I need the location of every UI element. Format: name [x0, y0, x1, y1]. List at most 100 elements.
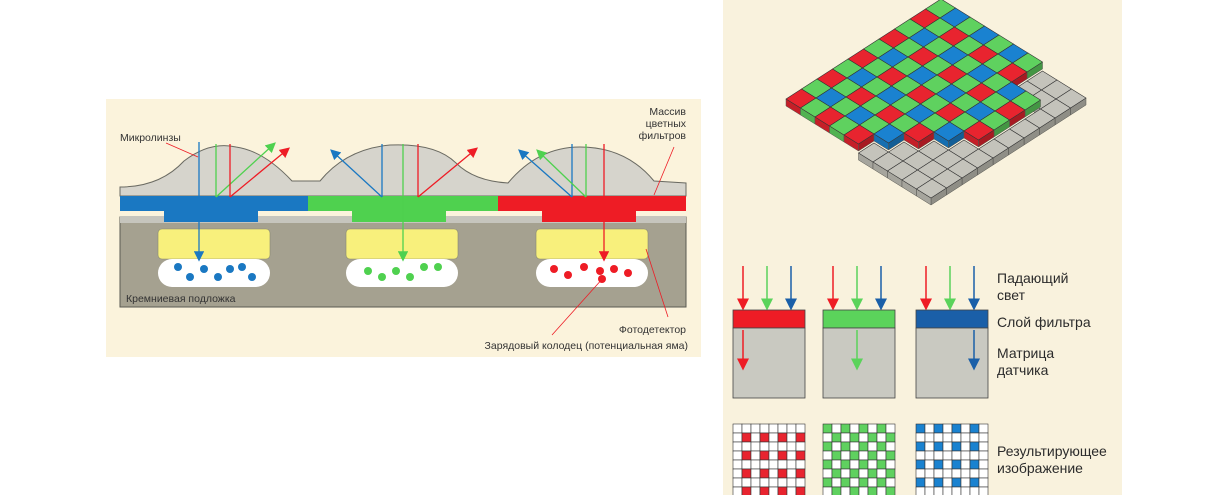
result-pixel [822, 477, 833, 488]
result-pixel [858, 468, 869, 479]
result-pixel [732, 450, 743, 461]
sensor-matrix-label-line1: Матрица [997, 345, 1054, 361]
charge-wells [158, 259, 648, 287]
result-pixel [915, 486, 926, 495]
result-pixel [849, 441, 860, 452]
result-pixel [750, 459, 761, 470]
result-pixel [933, 459, 944, 470]
result-pixel [885, 459, 896, 470]
resulting-image-label-line1: Результирующее [997, 443, 1107, 459]
light-rays-green-pixel [330, 144, 479, 262]
result-pixel [876, 432, 887, 443]
result-pixel [960, 477, 971, 488]
result-pixel [840, 423, 851, 434]
result-pixel [759, 432, 770, 443]
result-pixel [768, 441, 779, 452]
result-pixel [924, 486, 935, 495]
charge-well-blue [158, 259, 270, 287]
result-pixel [933, 432, 944, 443]
result-pixel [978, 459, 989, 470]
result-pixel [786, 450, 797, 461]
color-filter-array [120, 196, 686, 222]
result-pixel [831, 486, 842, 495]
result-pixel [777, 477, 788, 488]
result-pixel [885, 468, 896, 479]
result-pixel [933, 423, 944, 434]
result-pixel [969, 486, 980, 495]
result-pixel [876, 441, 887, 452]
result-pixel [978, 486, 989, 495]
result-pixel [951, 423, 962, 434]
result-pixel [951, 441, 962, 452]
result-pixel [885, 486, 896, 495]
incident-light-label-line1: Падающий [997, 270, 1068, 286]
photodetector-label: Фотодетектор [619, 324, 686, 336]
filter-column-red [732, 266, 806, 399]
result-pixel [849, 423, 860, 434]
result-pixel [786, 432, 797, 443]
charge-well-red [536, 259, 648, 287]
result-pixel [915, 441, 926, 452]
result-pixel [915, 450, 926, 461]
result-pixel [822, 423, 833, 434]
result-pixel [840, 486, 851, 495]
result-pixel [978, 432, 989, 443]
color-filter-cell [873, 123, 905, 151]
result-pixel [795, 486, 806, 495]
result-pixel [732, 486, 743, 495]
green-filter-layer [822, 309, 896, 329]
result-pixel [777, 432, 788, 443]
bayer-filter-diagram: Падающий свет Слой фильтра Матрица датчи… [732, 0, 1107, 495]
sensor-cell [915, 178, 948, 206]
red-filter-bottom [542, 209, 636, 222]
result-pixel [978, 468, 989, 479]
result-pixel [951, 477, 962, 488]
result-pixel [759, 486, 770, 495]
result-pixel [969, 468, 980, 479]
result-pixel [960, 441, 971, 452]
result-pixel [978, 423, 989, 434]
result-pixel [849, 459, 860, 470]
result-pixel [933, 441, 944, 452]
result-pixel [876, 477, 887, 488]
result-pixel [933, 477, 944, 488]
result-pixel [885, 450, 896, 461]
photodetector-green [345, 228, 459, 260]
result-pixel [849, 450, 860, 461]
result-pixel [795, 468, 806, 479]
sensor-cross-section-diagram: Микролинзы Массив цветных фильтров Кремн… [119, 106, 688, 352]
result-pixel [840, 468, 851, 479]
blue-charges [174, 263, 256, 281]
result-pixel [924, 432, 935, 443]
charge-well-label: Зарядовый колодец (потенциальная яма) [485, 340, 688, 352]
result-pixel [741, 423, 752, 434]
incident-light-label-line2: свет [997, 287, 1026, 303]
result-pixel [795, 450, 806, 461]
result-pixel [915, 459, 926, 470]
photodetectors [157, 228, 649, 260]
result-pixel [924, 477, 935, 488]
result-pixel [960, 423, 971, 434]
result-pixel [942, 486, 953, 495]
result-pixel [849, 486, 860, 495]
result-pixel [777, 468, 788, 479]
bayer-filter-panel: Падающий свет Слой фильтра Матрица датчи… [723, 0, 1122, 495]
result-pixel [960, 459, 971, 470]
result-pixel [978, 477, 989, 488]
isometric-sensor-grid [785, 0, 1087, 206]
filter-columns [732, 266, 989, 399]
result-pixel [831, 441, 842, 452]
filter-array-label-line3: фильтров [639, 130, 687, 142]
result-pixel [822, 486, 833, 495]
result-pixel [786, 486, 797, 495]
result-pixel [741, 468, 752, 479]
result-pixel [858, 441, 869, 452]
result-pixel [777, 441, 788, 452]
result-pixel [942, 450, 953, 461]
result-pixel [951, 468, 962, 479]
result-pixel [960, 468, 971, 479]
result-pixel [969, 477, 980, 488]
result-pixel [867, 423, 878, 434]
result-pixel [741, 486, 752, 495]
photodetector-blue [157, 228, 271, 260]
